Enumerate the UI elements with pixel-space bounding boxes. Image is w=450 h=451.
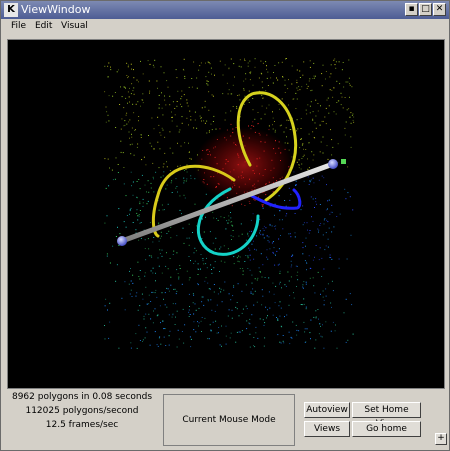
red-density-glow — [194, 127, 294, 203]
maximize-button[interactable]: □ — [419, 3, 432, 16]
3d-viewport[interactable] — [7, 39, 445, 389]
menu-file[interactable]: File — [11, 21, 27, 31]
axis-marker — [341, 159, 346, 164]
go-home-button[interactable]: Go home — [352, 421, 421, 437]
polygon-time-stat: 8962 polygons in 0.08 seconds — [11, 392, 153, 402]
window-title: ViewWindow — [21, 3, 91, 16]
autoview-button[interactable]: Autoview — [304, 402, 350, 418]
app-icon[interactable]: K — [4, 3, 18, 17]
field-line-top — [236, 91, 298, 202]
polygons-per-second-stat: 112025 polygons/second — [25, 406, 139, 416]
close-button[interactable]: ✕ — [433, 3, 446, 16]
rendered-scene[interactable] — [8, 40, 444, 388]
mouse-mode-label: Current Mouse Mode — [182, 415, 276, 425]
frames-per-second-stat: 12.5 frames/sec — [45, 420, 119, 430]
set-home-view-button[interactable]: Set Home View — [352, 402, 421, 429]
axis-end-left — [117, 236, 127, 246]
mouse-mode-panel: Current Mouse Mode — [163, 394, 295, 446]
menu-bar: File Edit Visual — [1, 19, 449, 37]
menu-visual[interactable]: Visual — [61, 21, 88, 31]
views-button[interactable]: Views — [304, 421, 350, 437]
menu-edit[interactable]: Edit — [35, 21, 53, 31]
field-line-right — [250, 188, 302, 210]
axis-rod — [119, 161, 336, 244]
axis-end-right — [328, 159, 338, 169]
corner-button[interactable]: + — [435, 433, 447, 445]
field-line-bottom — [196, 187, 260, 256]
minimize-button[interactable]: ▪ — [405, 3, 418, 16]
title-bar[interactable]: K ViewWindow ▪ □ ✕ — [1, 1, 449, 19]
